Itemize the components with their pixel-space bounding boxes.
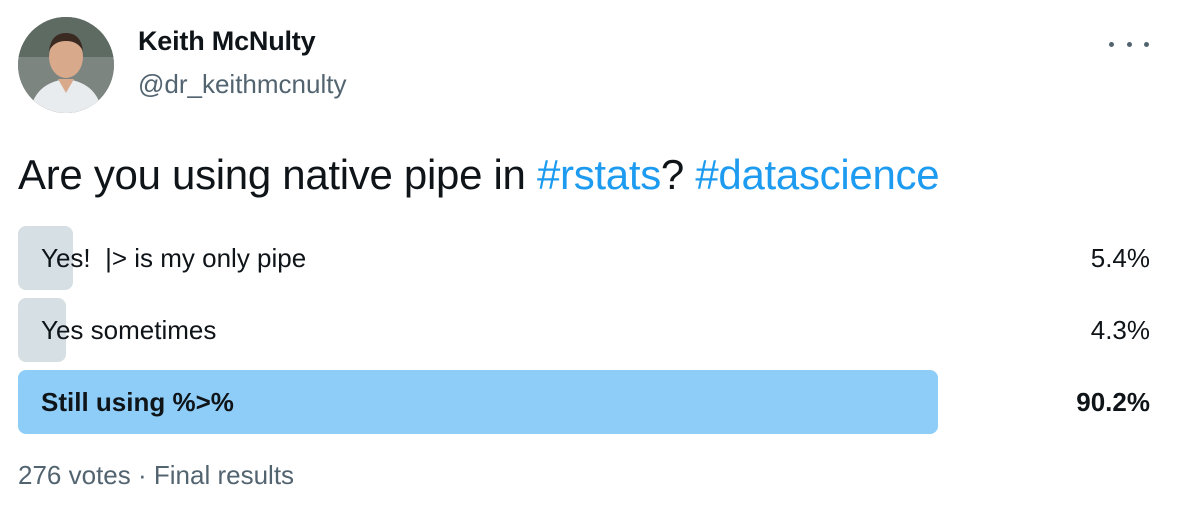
poll-option-bar xyxy=(18,226,73,290)
vote-count: 276 votes xyxy=(18,460,131,490)
poll-footer: 276 votes · Final results xyxy=(18,460,294,491)
poll-option-label: Yes sometimes xyxy=(41,315,217,345)
author-avatar[interactable] xyxy=(18,17,114,113)
tweet-text-segment: ? xyxy=(660,151,696,198)
hashtag-datascience[interactable]: #datascience xyxy=(695,151,940,198)
hashtag-rstats[interactable]: #rstats xyxy=(536,151,661,198)
profile-photo-icon xyxy=(18,17,114,113)
more-dot xyxy=(1126,41,1132,47)
poll: Yes! |> is my only pipe 5.4% Yes sometim… xyxy=(18,226,1150,442)
footer-separator: · xyxy=(137,460,147,490)
more-dot xyxy=(1144,41,1149,47)
poll-option-percent: 90.2% xyxy=(1076,387,1150,417)
author-name[interactable]: Keith McNulty xyxy=(138,26,316,56)
poll-option-percent: 5.4% xyxy=(1090,243,1150,273)
poll-option-bar xyxy=(18,298,66,362)
poll-option: Yes! |> is my only pipe 5.4% xyxy=(18,226,1150,291)
poll-option-label: Still using %>% xyxy=(41,387,234,417)
tweet-text-segment: Are you using native pipe in xyxy=(18,151,537,198)
poll-option-label: Yes! |> is my only pipe xyxy=(41,243,307,273)
poll-status: Final results xyxy=(153,460,295,490)
tweet-text: Are you using native pipe in #rstats? #d… xyxy=(18,150,940,200)
author-handle[interactable]: @dr_keithmcnulty xyxy=(138,69,347,99)
poll-option-percent: 4.3% xyxy=(1090,315,1150,345)
poll-option-bar xyxy=(18,370,938,434)
poll-option: Still using %>% 90.2% xyxy=(18,370,1150,435)
more-dot xyxy=(1109,41,1114,47)
more-options-icon[interactable] xyxy=(1109,29,1149,59)
poll-option: Yes sometimes 4.3% xyxy=(18,298,1150,363)
